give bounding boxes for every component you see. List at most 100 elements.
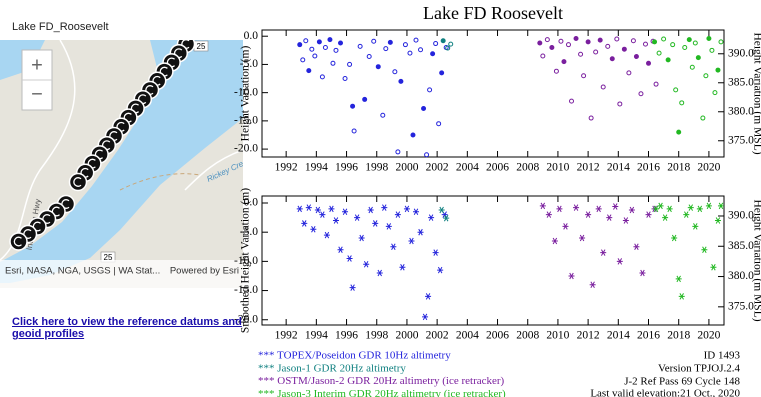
x-tick-label: 2002	[426, 162, 449, 174]
point	[647, 61, 651, 65]
point	[381, 205, 387, 211]
point	[646, 212, 652, 218]
point	[585, 212, 591, 218]
point	[559, 39, 563, 43]
y-axis-label: Height Variation (m)	[240, 46, 252, 142]
legend-entry: *** TOPEX/Poseidon GDR 10Hz altimetry	[258, 350, 451, 362]
x-tick-label: 1992	[275, 162, 298, 174]
point	[653, 40, 657, 44]
track-marker	[70, 174, 87, 191]
point	[301, 220, 307, 226]
point	[671, 235, 677, 241]
point	[313, 54, 317, 58]
point	[696, 56, 700, 60]
point	[623, 218, 629, 224]
x-tick-label: 1996	[335, 162, 358, 174]
zoom-out[interactable]: −	[31, 83, 43, 105]
y2-tick-label: 390.0	[728, 210, 754, 222]
x-tick-label: 2002	[426, 330, 449, 342]
y2-tick-label: 385.0	[728, 240, 754, 252]
y-axis-label: Smoothed Height Variation (m)	[240, 188, 252, 333]
info: ID 1493 Version TPJOJ.2.4 J-2 Ref Pass 6…	[590, 350, 740, 397]
y2-tick-label: 390.0	[728, 47, 754, 59]
point	[692, 223, 698, 229]
map-label: 25	[197, 42, 206, 51]
point	[615, 37, 619, 41]
legend-entry: *** Jason-3 Interim GDR 20Hz altimetry (…	[258, 388, 506, 397]
point	[306, 205, 312, 211]
point	[639, 270, 645, 276]
point	[710, 264, 716, 270]
point	[334, 48, 338, 52]
point	[590, 282, 596, 288]
point	[707, 36, 711, 40]
point	[449, 42, 453, 46]
point	[688, 205, 694, 211]
point	[658, 203, 664, 209]
point	[631, 39, 635, 43]
point	[339, 41, 343, 45]
x-tick-label: 2008	[516, 330, 539, 342]
chart-title: Lake FD Roosevelt	[423, 3, 563, 23]
datum-link[interactable]: Click here to view the reference datums …	[12, 316, 252, 340]
point	[683, 212, 689, 218]
point	[440, 71, 444, 75]
point	[586, 40, 590, 44]
point	[719, 40, 723, 44]
point	[348, 62, 352, 66]
point	[317, 40, 321, 44]
point	[715, 218, 721, 224]
point	[546, 212, 552, 218]
x-tick-label: 2010	[546, 330, 569, 342]
point	[395, 212, 401, 218]
point	[622, 47, 626, 51]
point	[396, 150, 400, 154]
x-tick-label: 2016	[637, 162, 660, 174]
point	[338, 247, 344, 253]
x-tick-label: 2020	[697, 330, 720, 342]
point	[679, 293, 685, 299]
info-text: Last valid elevation:21 Oct., 2020	[590, 388, 740, 397]
point	[328, 38, 332, 42]
point	[680, 101, 684, 105]
x-tick-label: 2016	[637, 330, 660, 342]
point	[657, 51, 661, 55]
point	[399, 264, 405, 270]
point	[372, 220, 378, 226]
x-tick-label: 1998	[365, 330, 388, 342]
lake-title: Lake FD_Roosevelt	[12, 21, 109, 33]
point	[434, 42, 438, 46]
point	[425, 153, 429, 157]
legend-entry: *** Jason-1 GDR 20Hz altimetry	[258, 362, 406, 374]
point	[701, 247, 707, 253]
point	[574, 36, 578, 40]
point	[381, 113, 385, 117]
point	[538, 41, 542, 45]
point	[594, 50, 598, 54]
point	[393, 70, 397, 74]
point	[579, 52, 583, 56]
y2-tick-label: 375.0	[728, 300, 754, 312]
x-tick-label: 2020	[697, 162, 720, 174]
point	[569, 273, 575, 279]
point	[310, 226, 316, 232]
point	[690, 65, 694, 69]
point	[377, 270, 383, 276]
y-tick-label: 0.0	[244, 30, 259, 42]
map[interactable]: 25 Rickey Creek Inchelium Hwy 25 + − Esr…	[0, 36, 253, 289]
point	[612, 204, 618, 210]
point	[411, 133, 415, 137]
point	[343, 77, 347, 81]
point	[554, 69, 558, 73]
point	[428, 88, 432, 92]
point	[418, 229, 424, 235]
point	[359, 235, 365, 241]
point	[618, 102, 622, 106]
zoom-in[interactable]: +	[31, 54, 43, 76]
x-tick-label: 2000	[395, 162, 418, 174]
point	[350, 285, 356, 291]
point	[347, 255, 353, 261]
point	[550, 45, 554, 49]
y2-axis-label: Height Variation (m MSL)	[751, 199, 761, 321]
